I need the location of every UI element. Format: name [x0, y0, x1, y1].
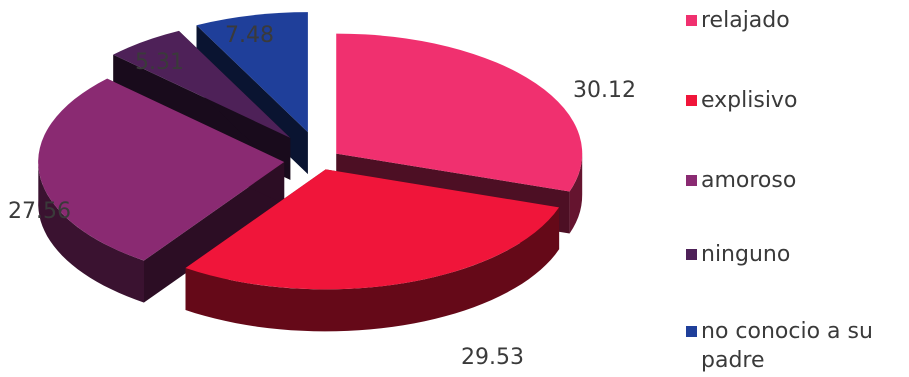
legend-item-relajado: relajado — [686, 6, 901, 35]
legend-label-relajado: relajado — [701, 8, 790, 33]
legend-label-ninguno: ninguno — [701, 242, 791, 267]
data-label-ninguno: 5.31 — [135, 50, 184, 75]
legend-swatch-ninguno — [686, 249, 697, 260]
pie-slice-top-amoroso — [38, 78, 285, 261]
pie-slice-top-ninguno — [113, 30, 291, 138]
legend-swatch-relajado — [686, 15, 697, 26]
data-label-amoroso: 27.56 — [8, 199, 71, 224]
legend-label-no-conocio-a-su-padre: no conocio a su padre — [701, 319, 873, 373]
pie-slice-top-explisivo — [185, 169, 560, 290]
legend-swatch-amoroso — [686, 175, 697, 186]
legend-label-amoroso: amoroso — [701, 168, 797, 193]
legend-swatch-explisivo — [686, 95, 697, 106]
data-label-explisivo: 29.53 — [461, 345, 524, 370]
legend-item-no-conocio-a-su-padre: no conocio a su padre — [686, 317, 901, 375]
legend-item-amoroso: amoroso — [686, 166, 901, 195]
pie-slice-side-explisivo — [185, 207, 560, 332]
pie-slice-explisivo — [185, 169, 560, 332]
legend-swatch-no-conocio-a-su-padre — [686, 326, 697, 337]
pie-slice-wall-amoroso-0 — [143, 161, 285, 303]
data-label-no-conocio-a-su-padre: 7.48 — [225, 23, 274, 48]
pie-slice-top-relajado — [336, 33, 583, 192]
legend-item-ninguno: ninguno — [686, 240, 901, 269]
pie-slice-amoroso — [38, 78, 285, 303]
pie-slice-side-amoroso — [38, 158, 145, 303]
legend-label-explisivo: explisivo — [701, 88, 798, 113]
data-labels: 30.12 29.53 27.56 5.31 7.48 — [8, 23, 636, 370]
pie-slice-top-no-conocio-a-su-padre — [196, 12, 308, 133]
data-label-relajado: 30.12 — [573, 78, 636, 103]
legend-item-explisivo: explisivo — [686, 86, 901, 115]
pie-slices — [38, 12, 583, 332]
